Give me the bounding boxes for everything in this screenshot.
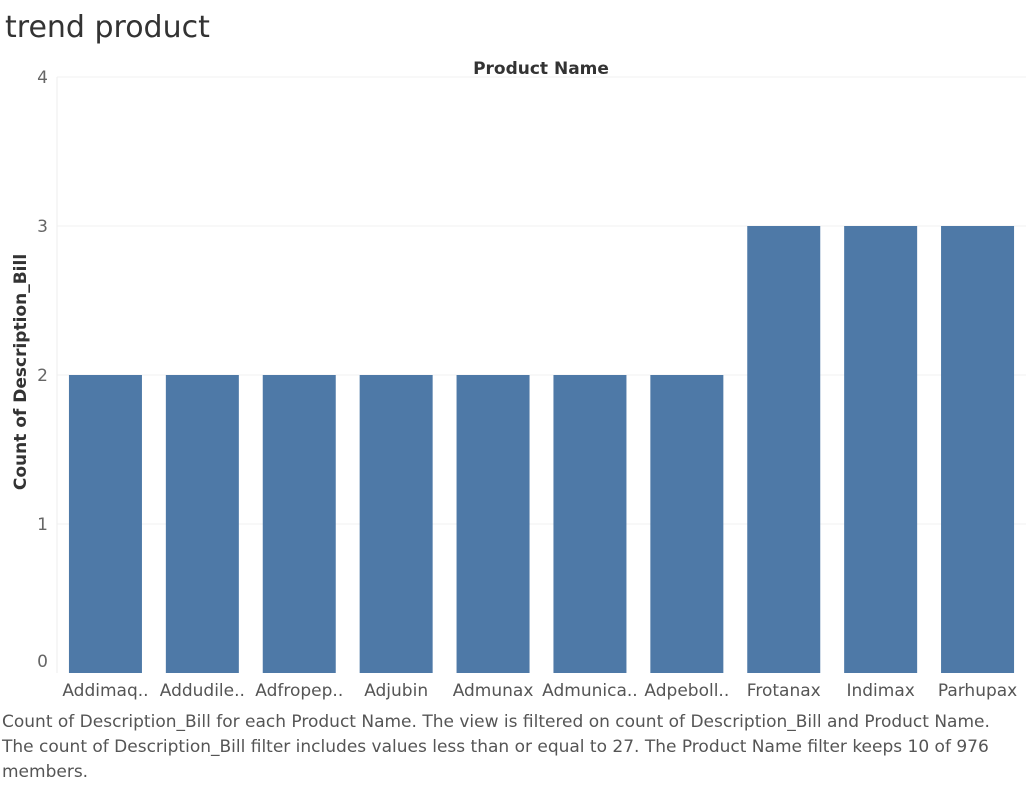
bar[interactable] <box>165 375 239 673</box>
x-tick-label: Adfropep.. <box>255 681 343 701</box>
y-tick-label: 2 <box>37 366 48 386</box>
bar[interactable] <box>844 226 918 673</box>
page-title: trend product <box>5 10 210 45</box>
x-tick-label: Parhupax <box>938 681 1017 701</box>
bar[interactable] <box>262 375 336 673</box>
y-tick-label: 1 <box>37 515 48 535</box>
bar[interactable] <box>650 375 724 673</box>
x-tick-label: Frotanax <box>747 681 821 701</box>
bar[interactable] <box>68 375 142 673</box>
bar[interactable] <box>553 375 627 673</box>
x-axis-ticks: Addimaq.. Addudile.. Adfropep.. Adjubin Admu… <box>62 681 1017 701</box>
y-tick-label: 0 <box>37 652 48 672</box>
bar[interactable] <box>456 375 530 673</box>
bar[interactable] <box>359 375 433 673</box>
x-tick-label: Admunica.. <box>542 681 638 701</box>
bar[interactable] <box>747 226 821 673</box>
chart-caption: Count of Description_Bill for each Produ… <box>2 712 990 782</box>
bars <box>68 226 1015 673</box>
x-tick-label: Addudile.. <box>160 681 245 701</box>
y-axis-ticks: 0 1 2 3 4 <box>37 68 48 672</box>
x-tick-label: Indimax <box>846 681 914 701</box>
x-axis-header: Product Name <box>473 59 609 79</box>
x-tick-label: Adpeboll.. <box>644 681 729 701</box>
x-tick-label: Addimaq.. <box>62 681 148 701</box>
y-tick-label: 3 <box>37 217 48 237</box>
y-axis-label: Count of Description_Bill <box>11 254 31 490</box>
y-tick-label: 4 <box>37 68 48 88</box>
bar[interactable] <box>941 226 1015 673</box>
x-tick-label: Adjubin <box>364 681 428 701</box>
x-tick-label: Admunax <box>453 681 534 701</box>
bar-chart: 0 1 2 3 4 Addimaq.. Addudile.. Adfropep.. Adjub… <box>11 59 1026 701</box>
